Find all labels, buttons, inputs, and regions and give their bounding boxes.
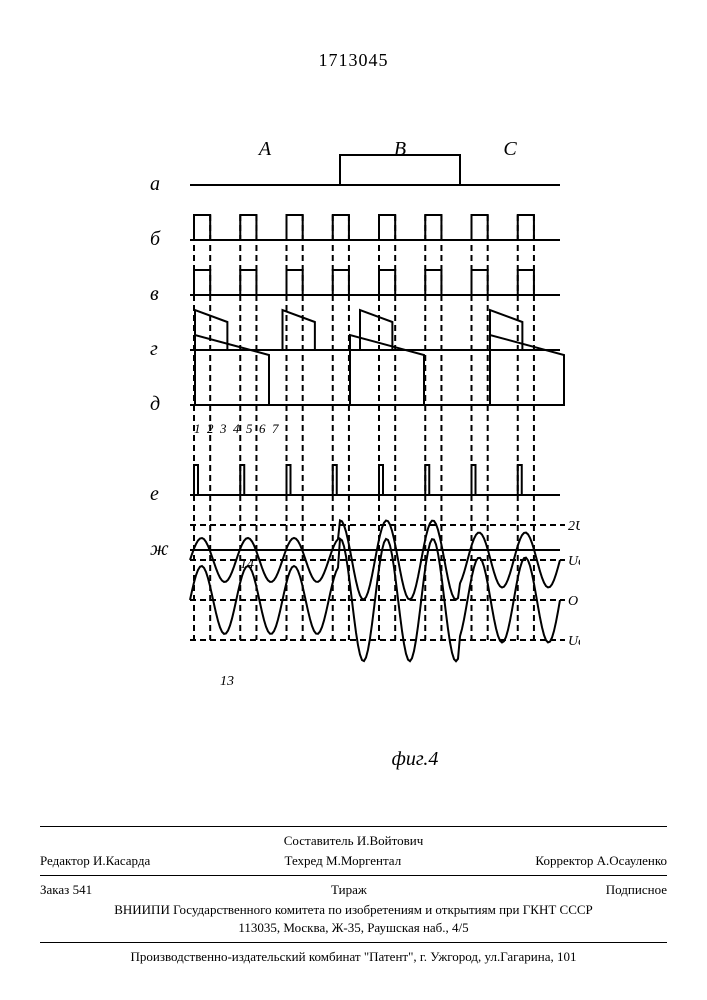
svg-text:ж: ж xyxy=(150,538,169,560)
svg-text:13: 13 xyxy=(220,674,234,689)
compiler-row: Составитель И.Войтович xyxy=(40,833,667,849)
podpisnoe: Подписное xyxy=(606,882,667,898)
org-line-2: 113035, Москва, Ж-35, Раушская наб., 4/5 xyxy=(40,920,667,936)
order-label: Заказ xyxy=(40,882,69,897)
editor-label: Редактор xyxy=(40,853,90,868)
svg-text:а: а xyxy=(150,173,160,195)
svg-text:г: г xyxy=(150,338,158,360)
svg-text:B: B xyxy=(394,138,406,160)
svg-text:б: б xyxy=(150,228,161,250)
compiler-label: Составитель xyxy=(284,833,354,848)
svg-text:14: 14 xyxy=(240,557,254,572)
order-row: Заказ 541 Тираж Подписное xyxy=(40,882,667,898)
printer-line: Производственно-издательский комбинат "П… xyxy=(40,949,667,965)
svg-text:2: 2 xyxy=(207,421,214,436)
svg-text:5: 5 xyxy=(246,421,253,436)
svg-text:6: 6 xyxy=(259,421,266,436)
svg-text:O: O xyxy=(568,594,578,609)
corrector-name: А.Осауленко xyxy=(597,853,667,868)
svg-text:7: 7 xyxy=(272,421,279,436)
svg-text:3: 3 xyxy=(219,421,227,436)
svg-text:е: е xyxy=(150,483,159,505)
svg-text:2Uc: 2Uc xyxy=(568,519,580,534)
svg-text:Uc: Uc xyxy=(568,554,580,569)
svg-text:Uc: Uc xyxy=(568,634,580,649)
svg-text:фиг.4: фиг.4 xyxy=(392,748,439,770)
svg-text:C: C xyxy=(503,138,517,160)
compiler-name: И.Войтович xyxy=(357,833,423,848)
svg-text:в: в xyxy=(150,283,159,305)
document-number: 1713045 xyxy=(0,50,707,71)
order-num: 541 xyxy=(73,882,93,897)
corrector-label: Корректор xyxy=(535,853,593,868)
svg-text:A: A xyxy=(257,138,272,160)
techred-name: М.Моргентал xyxy=(326,853,401,868)
svg-text:1: 1 xyxy=(194,421,201,436)
techred-label: Техред xyxy=(285,853,323,868)
org-line-1: ВНИИПИ Государственного комитета по изоб… xyxy=(40,902,667,918)
svg-text:4: 4 xyxy=(233,421,240,436)
tirazh-label: Тираж xyxy=(331,882,367,898)
credits-row: Редактор И.Касарда Техред М.Моргентал Ко… xyxy=(40,853,667,869)
svg-text:д: д xyxy=(150,393,160,415)
figure-4: а б в г д е ж A B C 1234567 2Uc Uc O Uc 14 13 фиг.4 xyxy=(130,130,580,770)
editor-name: И.Касарда xyxy=(93,853,150,868)
footer-block: Составитель И.Войтович Редактор И.Касард… xyxy=(40,820,667,967)
